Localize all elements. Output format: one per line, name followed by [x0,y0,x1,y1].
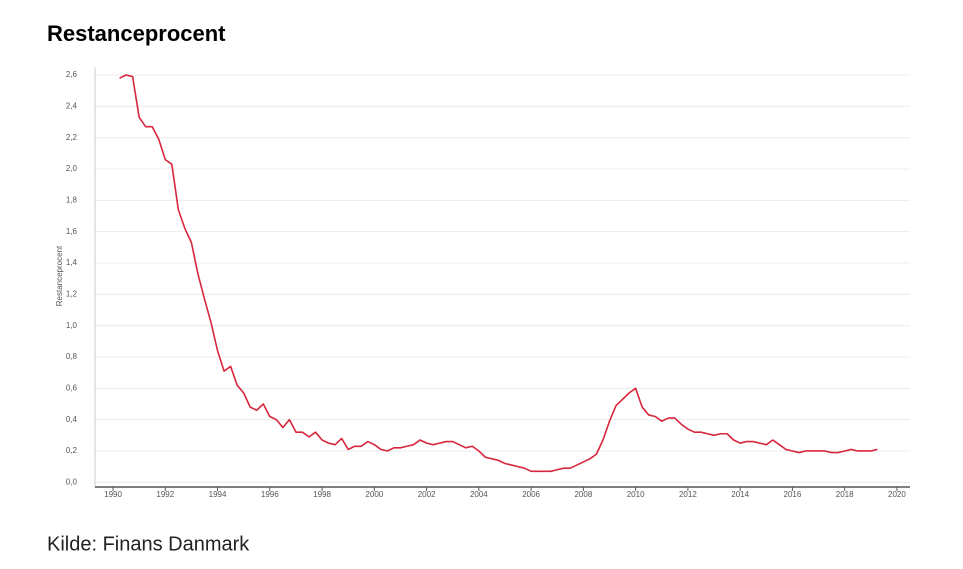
y-axis-label: Restanceprocent [55,245,64,306]
y-tick-label: 1,0 [66,321,78,330]
y-tick-label: 1,8 [66,195,78,204]
x-tick-label: 1992 [156,490,174,499]
y-tick-label: 0,8 [66,352,78,361]
y-tick-label: 2,2 [66,133,78,142]
y-tick-label: 2,0 [66,164,78,173]
y-tick-label: 0,4 [66,415,78,424]
y-tick-label: 0,0 [66,477,78,486]
x-tick-label: 2002 [418,490,436,499]
x-tick-label: 2006 [522,490,540,499]
y-tick-label: 1,6 [66,227,78,236]
x-tick-label: 2008 [574,490,592,499]
y-tick-label: 1,4 [66,258,78,267]
y-tick-label: 2,6 [66,70,78,79]
x-tick-label: 1998 [313,490,331,499]
x-tick-label: 1994 [209,490,227,499]
x-tick-label: 2014 [731,490,749,499]
y-tick-label: 0,2 [66,446,78,455]
x-tick-label: 2016 [784,490,802,499]
x-tick-label: 1996 [261,490,279,499]
chart-title: Restanceprocent [47,21,226,46]
x-tick-label: 2018 [836,490,854,499]
x-tick-label: 2004 [470,490,488,499]
y-tick-label: 0,6 [66,383,78,392]
line [119,74,878,473]
x-tick-label: 2000 [365,490,383,499]
x-tick-label: 2010 [627,490,645,499]
y-tick-label: 2,4 [66,101,78,110]
x-tick-label: 1990 [104,490,122,499]
x-tick-label: 2020 [888,490,906,499]
source: Kilde: Finans Danmark [47,533,250,555]
x-tick-label: 2012 [679,490,697,499]
y-tick-label: 1,2 [66,289,78,298]
